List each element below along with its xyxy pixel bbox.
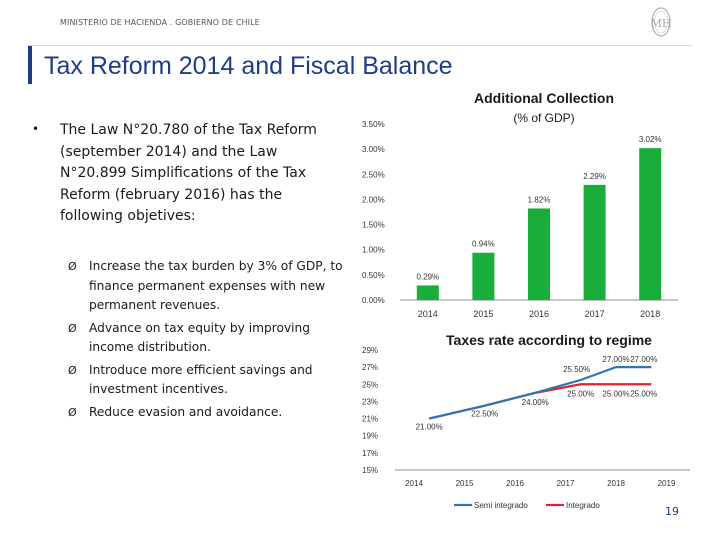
- legend-integ-label: Integrado: [566, 501, 600, 510]
- list-item: Ø Advance on tax equity by improving inco…: [68, 319, 343, 358]
- arrow-bullet-icon: Ø: [68, 260, 77, 273]
- y-tick-label: 23%: [362, 397, 378, 406]
- list-item: Ø Introduce more efficient savings and in…: [68, 361, 343, 400]
- objective-text: Reduce evasion and avoidance.: [89, 404, 283, 419]
- bar-data-label: 3.02%: [639, 135, 662, 144]
- x-tick-label: 2016: [529, 309, 549, 319]
- arrow-bullet-icon: Ø: [68, 363, 77, 377]
- line-data-label: 25.50%: [563, 365, 590, 374]
- ministry-header: MINISTERIO DE HACIENDA . GOBIERNO DE CHI…: [60, 18, 260, 27]
- line-data-label: 24.00%: [522, 398, 549, 407]
- y-tick-label: 2.00%: [362, 195, 385, 204]
- y-tick-label: 1.00%: [362, 246, 385, 255]
- line-chart-title: Taxes rate according to regime: [446, 332, 652, 348]
- x-tick-label: 2019: [658, 479, 676, 488]
- line-data-label: 22.50%: [471, 410, 498, 419]
- x-tick-label: 2015: [473, 309, 493, 319]
- bar-data-label: 0.94%: [472, 240, 495, 249]
- intro-paragraph: The Law N°20.780 of the Tax Reform (sept…: [60, 122, 317, 224]
- arrow-bullet-icon: Ø: [68, 321, 77, 335]
- x-tick-label: 2017: [585, 309, 605, 319]
- bar-chart-title: Additional Collection: [474, 90, 614, 106]
- line-data-label: 21.00%: [416, 423, 443, 432]
- bar: [472, 252, 495, 300]
- x-tick-label: 2017: [557, 479, 575, 488]
- y-tick-label: 0.50%: [362, 271, 385, 280]
- list-item: Ø Increase the tax burden by 3% of GDP, t…: [68, 257, 343, 316]
- page-number: 19: [665, 505, 679, 518]
- line-data-label: 25.00%: [602, 389, 629, 398]
- bar-data-label: 1.82%: [528, 195, 551, 204]
- x-tick-label: 2016: [506, 479, 524, 488]
- y-tick-label: 0.00%: [362, 296, 385, 305]
- y-tick-label: 1.50%: [362, 221, 385, 230]
- y-tick-label: 19%: [362, 432, 378, 441]
- legend-semi-label: Semi integrado: [474, 501, 528, 510]
- objective-text: Increase the tax burden by 3% of GDP, to…: [89, 259, 343, 312]
- x-tick-label: 2015: [456, 479, 474, 488]
- y-tick-label: 17%: [362, 449, 378, 458]
- line-data-label: 27.00%: [630, 355, 657, 364]
- y-tick-label: 3.50%: [362, 120, 385, 129]
- bar-data-label: 0.29%: [416, 272, 439, 281]
- line-data-label: 25.00%: [630, 389, 657, 398]
- logo-text: MH: [650, 17, 672, 30]
- x-tick-label: 2018: [607, 479, 625, 488]
- bar-data-label: 2.29%: [583, 172, 606, 181]
- line-data-label: 25.00%: [567, 389, 594, 398]
- bar-chart-subtitle: (% of GDP): [513, 111, 574, 125]
- series-line: [428, 366, 652, 420]
- y-tick-label: 29%: [362, 346, 378, 355]
- bar: [528, 208, 550, 300]
- logo-seal-icon: [651, 7, 671, 37]
- bar: [639, 148, 662, 300]
- list-item: Ø Reduce evasion and avoidance.: [68, 403, 343, 423]
- y-tick-label: 2.50%: [362, 170, 385, 179]
- bar: [416, 285, 439, 300]
- arrow-bullet-icon: Ø: [68, 405, 77, 419]
- y-tick-label: 15%: [362, 466, 378, 475]
- objectives-list: Ø Increase the tax burden by 3% of GDP, t…: [68, 257, 343, 425]
- objective-text: Advance on tax equity by improving incom…: [89, 320, 311, 355]
- bar: [583, 184, 606, 300]
- y-tick-label: 21%: [362, 415, 378, 424]
- x-tick-label: 2014: [418, 309, 438, 319]
- objective-text: Introduce more efficient savings and inv…: [89, 362, 313, 397]
- x-tick-label: 2014: [405, 479, 423, 488]
- line-data-label: 27.00%: [602, 355, 629, 364]
- bullet-dot: •: [32, 122, 40, 136]
- x-tick-label: 2018: [640, 309, 660, 319]
- ministry-logo: MH: [640, 6, 682, 38]
- page-title: Tax Reform 2014 and Fiscal Balance: [44, 52, 453, 80]
- header-divider: [28, 45, 692, 46]
- title-accent-bar: [28, 46, 32, 84]
- y-tick-label: 25%: [362, 380, 378, 389]
- y-tick-label: 27%: [362, 363, 378, 372]
- y-tick-label: 3.00%: [362, 145, 385, 154]
